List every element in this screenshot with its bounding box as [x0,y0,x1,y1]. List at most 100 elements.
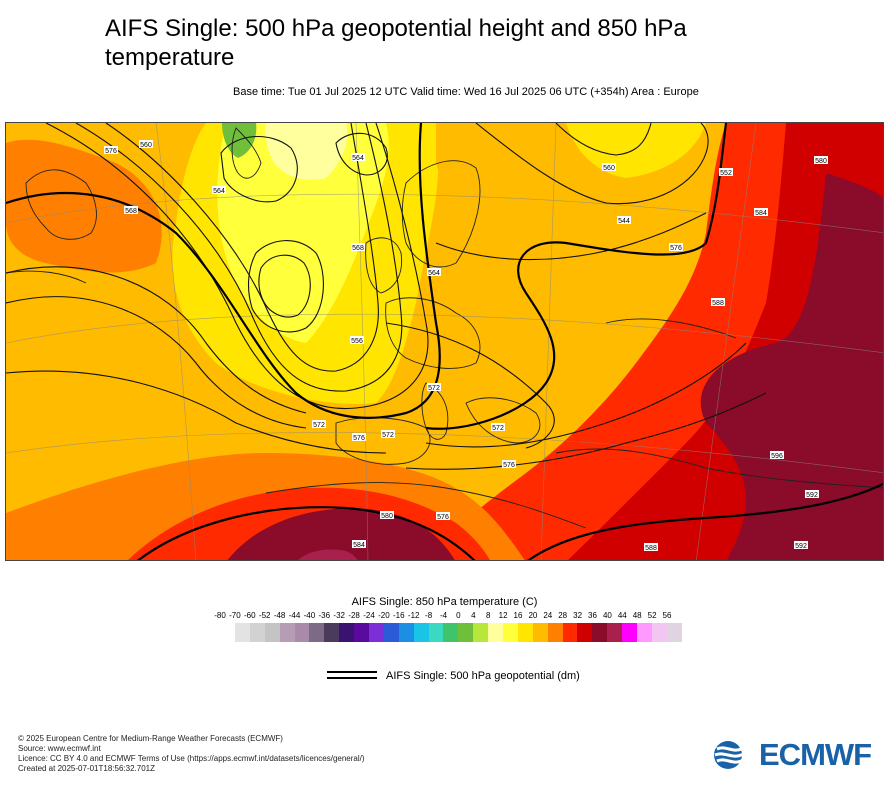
temperature-band-sahara-hot [298,549,358,560]
footer-licence[interactable]: Licence: CC BY 4.0 and ECMWF Terms of Us… [18,754,365,763]
contour-label: 576 [352,433,366,442]
svg-text:580: 580 [381,513,393,520]
legend-tick-label: 20 [528,611,538,620]
legend-tick-label: 56 [662,611,672,620]
legend-swatch [398,623,414,642]
legend-swatch [249,623,265,642]
temperature-band-maroon [700,173,883,560]
legend-tick-label: 24 [543,611,553,620]
legend-title: AIFS Single: 850 hPa temperature (C) [351,596,538,608]
contour-label: 556 [350,336,364,345]
legend-tick-label: -52 [258,611,271,620]
contour-label: 580 [814,156,828,165]
svg-text:560: 560 [140,142,152,149]
contour-label: 588 [644,543,658,552]
legend-tick-label: -60 [244,611,256,620]
legend-swatch [577,623,593,642]
contour-label: 568 [351,243,365,252]
legend-swatch [324,623,340,642]
contour-labels: 576 560 568 564 564 568 564 560 552 544 … [104,140,828,552]
legend-tick-label: -80 [214,611,226,620]
geopotential-contours [6,123,767,470]
legend-tick-label: -20 [378,611,390,620]
geopotential-line-label: AIFS Single: 500 hPa geopotential (dm) [386,670,580,682]
svg-text:576: 576 [503,462,515,469]
footer-source[interactable]: Source: www.ecmwf.int [18,744,101,753]
legend-swatch [547,623,563,642]
legend-swatch [309,623,325,642]
legend-tick-label: 36 [588,611,597,620]
legend-tick-label: -36 [318,611,331,620]
legend-swatch [592,623,608,642]
svg-text:592: 592 [806,492,818,499]
legend-swatch [488,623,504,642]
contour-label: 564 [351,153,365,162]
temperature-band-sahara-maroon [227,508,455,560]
legend-swatch [532,623,548,642]
legend-tick-label: 48 [632,611,642,620]
legend-tick-label: -44 [288,611,301,620]
contour-label: 576 [104,146,118,155]
legend-tick-label: 32 [573,611,583,620]
svg-text:576: 576 [437,514,449,521]
legend-swatch [473,623,489,642]
temperature-band-yellow-bright [217,123,389,343]
legend-tick-label: -8 [425,611,433,620]
contour-label: 560 [139,140,153,149]
svg-text:572: 572 [492,425,504,432]
legend-tick-label: 40 [602,611,612,620]
legend-swatch [369,623,384,642]
contour-label: 564 [427,268,441,277]
legend-swatch [279,623,295,642]
svg-text:564: 564 [428,270,440,277]
svg-text:588: 588 [645,545,657,552]
contour-label: 592 [805,490,819,499]
legend-tick-label: 28 [558,611,568,620]
legend-tick-label: 52 [647,611,657,620]
legend-tick-label: 8 [485,611,491,620]
contour-label: 572 [312,420,326,429]
svg-text:576: 576 [105,148,117,155]
svg-text:576: 576 [353,435,365,442]
legend-tick-label: -40 [303,611,316,620]
line-key-stroke [327,677,377,679]
ecmwf-logo[interactable]: ECMWF [713,737,872,773]
footer-credits: © 2025 European Centre for Medium-Range … [18,734,365,774]
svg-text:568: 568 [125,208,137,215]
contour-label: 572 [491,423,505,432]
legend-tick-label: -4 [439,611,448,620]
legend-swatch [235,623,250,642]
contour-label: 576 [436,512,450,521]
legend-tick-label: -32 [333,611,345,620]
forecast-map[interactable]: 576 560 568 564 564 568 564 560 552 544 … [5,122,884,561]
legend-tick-label: -48 [273,611,286,620]
contour-label: 584 [352,540,366,549]
temperature-band-arctic [566,123,706,178]
svg-text:592: 592 [795,543,807,550]
legend-swatch [517,623,533,642]
legend-tick-label: -16 [393,611,405,620]
svg-text:596: 596 [771,453,783,460]
coastlines [6,127,883,529]
svg-text:576: 576 [670,245,682,252]
svg-text:588: 588 [712,300,724,307]
geopotential-contours-bold [6,123,883,560]
contour-label: 572 [381,430,395,439]
contour-label: 572 [427,383,441,392]
legend-swatch [666,623,682,642]
line-key-stroke [327,671,377,673]
legend-swatch [339,623,355,642]
temperature-band-pale [265,123,348,180]
legend-tick-label: 44 [617,611,627,620]
ecmwf-logo-icon [714,741,755,769]
contour-label: 584 [754,208,768,217]
footer-copyright: © 2025 European Centre for Medium-Range … [18,734,283,743]
contour-label: 560 [602,163,616,172]
svg-text:572: 572 [313,422,325,429]
legend-tick-label: -12 [407,611,420,620]
svg-text:556: 556 [351,338,363,345]
logo-text: ECMWF [759,737,872,772]
legend-color-scale [235,623,682,642]
contour-label: 592 [794,541,808,550]
legend-swatch [413,623,429,642]
